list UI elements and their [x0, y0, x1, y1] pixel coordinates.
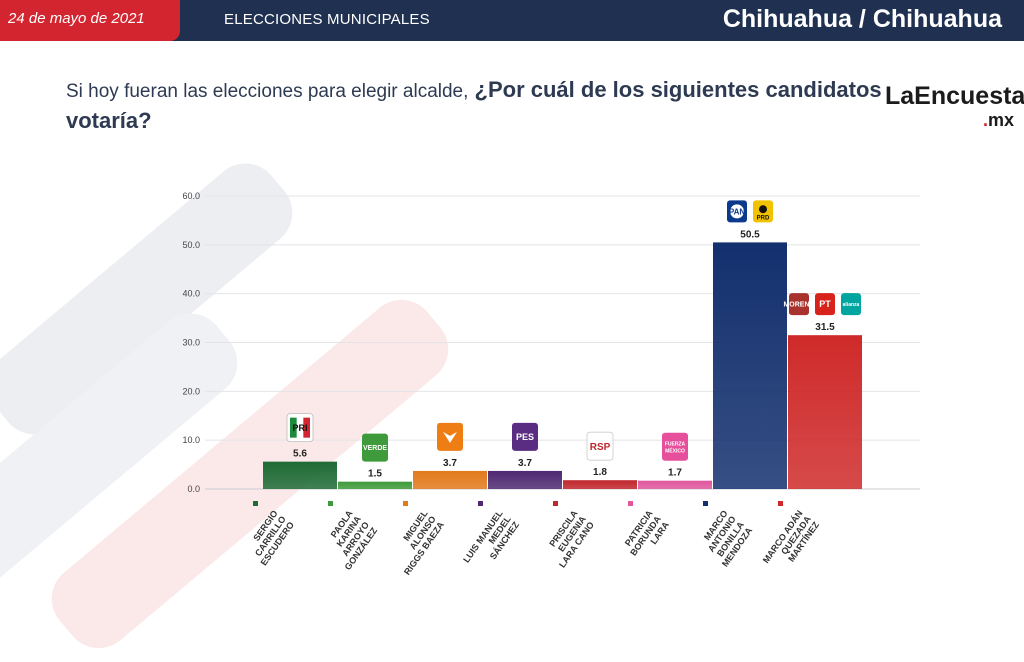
brand-name: LaEncuesta [885, 82, 1024, 110]
data-label: 31.5 [815, 322, 835, 333]
pan-circle [730, 204, 744, 219]
logo-pt-text: PT [819, 299, 831, 309]
y-tick-label: 20.0 [182, 386, 200, 396]
header-location: Chihuahua / Chihuahua [722, 5, 1002, 33]
vote-intention-chart: 60.0 50.0 40.0 30.0 20.0 10.0 0.0 5.6 PRI SERGIOC… [182, 191, 920, 577]
legend-marker [328, 501, 333, 506]
category-label-4: LUIS MANUELMEDELSÁNCHEZ [461, 508, 521, 576]
logo-fuerza-mexico-text-2: MÉXICO [665, 447, 685, 455]
prd-sun-icon [759, 205, 767, 214]
logo-pes [512, 422, 538, 451]
brand-suffix: .mx [983, 110, 1015, 130]
legend-marker [403, 501, 408, 506]
logo-morena [789, 293, 809, 316]
data-label: 5.6 [293, 449, 307, 460]
category-label-8: MARCO ADÁNQUEZADAMARTÍNEZ [761, 508, 822, 577]
y-tick-label: 0.0 [187, 484, 200, 494]
category-label-6: PATRICIABORUNDALARA [620, 508, 671, 563]
logo-verde [362, 433, 388, 462]
logo-pri-text: PRI [292, 423, 307, 433]
pri-red-band [303, 417, 310, 438]
legend-marker [478, 501, 483, 506]
bar-6 [638, 480, 712, 489]
bar-7 [713, 242, 787, 489]
logo-fuerza-mexico-text-1: FUERZA [665, 442, 686, 448]
logo-nueva-alianza [841, 293, 861, 316]
data-label: 1.8 [593, 467, 607, 478]
header-date: 24 de mayo de 2021 [8, 10, 145, 27]
bar-5 [563, 480, 637, 489]
category-label-7: MARCOANTONIOBONILLAMENDOZA [695, 508, 754, 569]
survey-question: Si hoy fueran las elecciones para elegir… [66, 75, 886, 135]
bar-8 [788, 335, 862, 489]
bar-1 [263, 461, 337, 489]
brand-logo: LaEncuesta .mx [885, 82, 1024, 131]
question-main: ¿Por cuál de los siguientes candidatos v… [66, 77, 882, 133]
question-lead: Si hoy fueran las elecciones para elegir… [66, 81, 469, 102]
mc-eagle-icon [443, 431, 457, 443]
logo-pt [815, 293, 835, 316]
logo-rsp [586, 431, 614, 461]
y-tick-label: 60.0 [182, 191, 200, 201]
logo-nueva-alianza-text: alianza [843, 302, 860, 308]
data-label: 50.5 [740, 229, 760, 240]
logo-pes-text: PES [516, 432, 534, 442]
logo-rsp-text: RSP [590, 442, 611, 453]
data-label: 3.7 [518, 458, 532, 469]
y-tick-label: 30.0 [182, 338, 200, 348]
legend-marker [553, 501, 558, 506]
legend-marker [703, 501, 708, 506]
category-label-5: PRISCILAEUGENIALARA CANO [541, 508, 597, 570]
logo-prd-text: PRD [757, 215, 770, 221]
y-tick-label: 50.0 [182, 240, 200, 250]
logo-verde-text: VERDE [363, 445, 387, 452]
legend-marker [253, 501, 258, 506]
data-label: 1.7 [668, 468, 682, 479]
bar-4 [488, 470, 562, 489]
data-label: 3.7 [443, 458, 457, 469]
logo-morena-text: MORENA [783, 302, 814, 309]
category-label-3: MIGUELALONSORIGGS BAEZA [386, 508, 447, 577]
y-tick-label: 40.0 [182, 289, 200, 299]
date-box: 24 de mayo de 2021 [0, 0, 180, 41]
category-label-1: SERGIOCARRILLOESCUDERO [242, 508, 296, 567]
logo-fuerza-mexico [662, 432, 688, 461]
logo-pan-text: PAN [729, 207, 746, 216]
header-bar: 24 de mayo de 2021 ELECCIONES MUNICIPALE… [0, 0, 1024, 41]
bar-2 [338, 481, 412, 489]
category-label-2: PAOLAKARINAARROYOGONZÁLEZ [318, 508, 379, 572]
bar-3 [413, 470, 487, 489]
pri-green-band [290, 417, 297, 438]
legend-marker [628, 501, 633, 506]
legend-marker [778, 501, 783, 506]
header-section: ELECCIONES MUNICIPALES [224, 11, 430, 28]
y-tick-label: 10.0 [182, 435, 200, 445]
data-label: 1.5 [368, 469, 382, 480]
